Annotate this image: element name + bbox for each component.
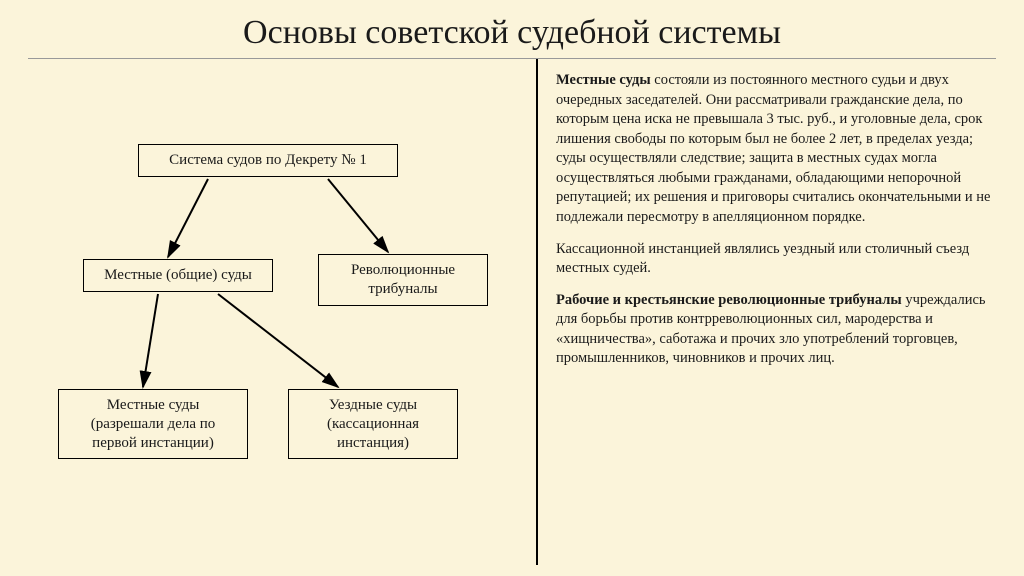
p3-lead: Рабочие и крестьянские революционные три… [556, 292, 902, 308]
page-title: Основы советской судебной системы [28, 0, 996, 59]
paragraph-2: Кассационной инстанцией являлись уездный… [556, 240, 992, 279]
node-local: Местные (общие) суды [83, 259, 273, 292]
node-first-instance: Местные суды (разрешали дела по первой и… [58, 389, 248, 459]
edge-local-cassation [218, 294, 338, 387]
edge-root-local [168, 179, 208, 257]
diagram-panel: Система судов по Декрету № 1 Местные (об… [28, 59, 538, 565]
p1-body: состояли из постоянного местного судьи и… [556, 72, 990, 225]
edge-root-tribunal [328, 179, 388, 252]
edge-local-first [143, 294, 158, 387]
node-root: Система судов по Декрету № 1 [138, 144, 398, 177]
content-area: Система судов по Декрету № 1 Местные (об… [0, 59, 1024, 565]
diagram-arrows [28, 59, 536, 565]
text-panel: Местные суды состояли из постоянного мес… [538, 59, 996, 565]
paragraph-1: Местные суды состояли из постоянного мес… [556, 71, 992, 228]
p1-lead: Местные суды [556, 72, 651, 88]
node-cassation: Уездные суды (кассационная инстанция) [288, 389, 458, 459]
paragraph-3: Рабочие и крестьянские революционные три… [556, 291, 992, 369]
node-tribunal: Революционные трибуналы [318, 254, 488, 306]
